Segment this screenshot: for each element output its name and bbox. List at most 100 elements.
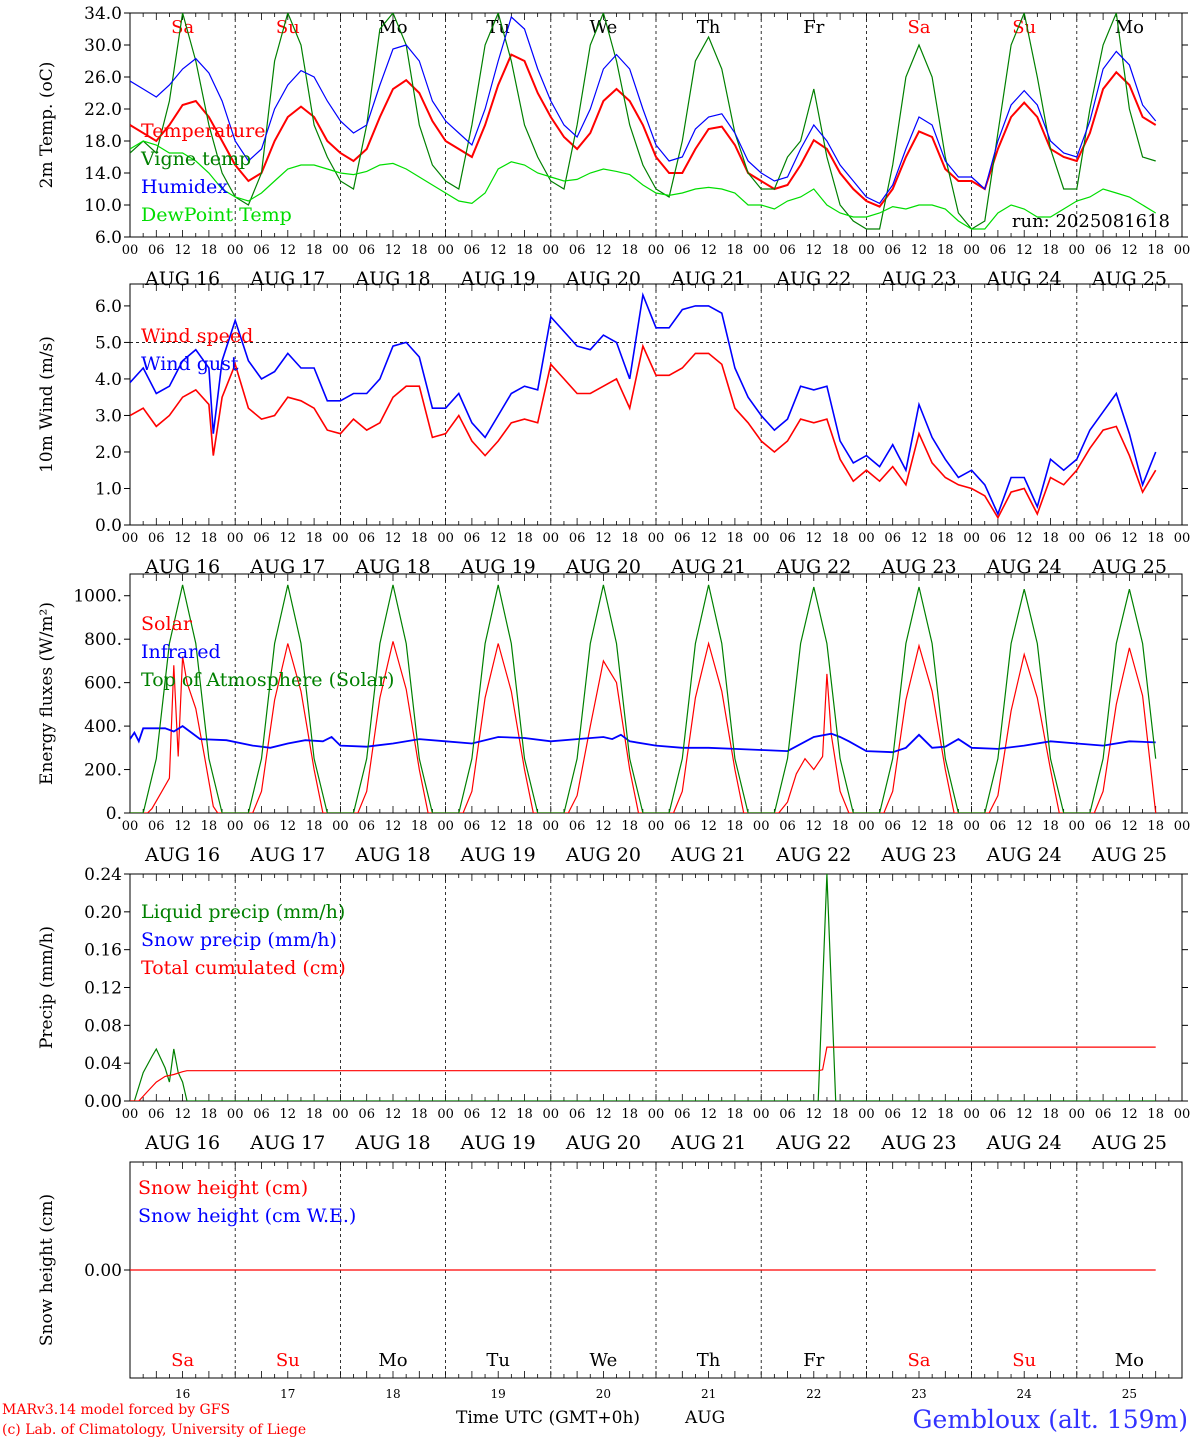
hour-tick-label: 00 bbox=[1069, 819, 1086, 834]
hour-tick-label: 12 bbox=[280, 531, 297, 546]
y-tick-label: 3.0 bbox=[95, 406, 122, 426]
y-tick-label: 0. bbox=[106, 804, 122, 824]
hour-tick-label: 00 bbox=[648, 1107, 665, 1122]
hour-tick-label: 12 bbox=[490, 531, 507, 546]
legend-entry: Humidex bbox=[141, 176, 228, 198]
hour-tick-label: 00 bbox=[122, 1107, 139, 1122]
hour-tick-label: 18 bbox=[621, 819, 638, 834]
hour-tick-label: 00 bbox=[437, 243, 454, 258]
hour-tick-label: 12 bbox=[1016, 1107, 1033, 1122]
hour-tick-label: 06 bbox=[569, 531, 586, 546]
y-axis-label: 2m Temp. (oC) bbox=[37, 62, 57, 189]
hour-tick-label: 00 bbox=[332, 1107, 349, 1122]
date-label: AUG 17 bbox=[249, 556, 325, 578]
hour-tick-label: 00 bbox=[227, 1107, 244, 1122]
hour-tick-label: 12 bbox=[700, 1107, 717, 1122]
weekday-label: Mo bbox=[1115, 1350, 1144, 1371]
date-label: AUG 22 bbox=[775, 844, 851, 866]
hour-tick-label: 18 bbox=[411, 1107, 428, 1122]
date-label: AUG 24 bbox=[986, 844, 1062, 866]
weekday-label: Su bbox=[276, 1350, 300, 1371]
hour-tick-label: 06 bbox=[674, 1107, 691, 1122]
date-label: AUG 22 bbox=[775, 556, 851, 578]
hour-tick-label: 18 bbox=[306, 531, 323, 546]
hour-tick-label: 00 bbox=[753, 1107, 770, 1122]
hour-tick-label: 18 bbox=[727, 1107, 744, 1122]
hour-tick-label: 00 bbox=[543, 531, 560, 546]
hour-tick-label: 06 bbox=[253, 531, 270, 546]
hour-tick-label: 06 bbox=[148, 531, 165, 546]
hour-tick-label: 00 bbox=[1174, 531, 1191, 546]
hour-tick-label: 06 bbox=[779, 1107, 796, 1122]
date-label: AUG 19 bbox=[460, 1132, 536, 1154]
hour-tick-label: 18 bbox=[201, 819, 218, 834]
weekday-label: Th bbox=[697, 17, 721, 38]
weekday-label: Sa bbox=[907, 1350, 930, 1371]
hour-tick-label: 12 bbox=[174, 819, 191, 834]
y-tick-label: 0.20 bbox=[84, 903, 122, 923]
hour-tick-label: 06 bbox=[674, 819, 691, 834]
hour-tick-label: 06 bbox=[884, 531, 901, 546]
hour-tick-label: 18 bbox=[201, 1107, 218, 1122]
series-line-solar bbox=[130, 641, 1157, 813]
hour-tick-label: 06 bbox=[464, 243, 481, 258]
hour-tick-label: 06 bbox=[464, 531, 481, 546]
hour-tick-label: 06 bbox=[1095, 531, 1112, 546]
y-tick-label: 0.00 bbox=[84, 1092, 122, 1112]
hour-tick-label: 06 bbox=[779, 243, 796, 258]
hour-tick-label: 00 bbox=[858, 819, 875, 834]
hour-tick-label: 00 bbox=[227, 243, 244, 258]
hour-tick-label: 18 bbox=[306, 243, 323, 258]
date-label: AUG 19 bbox=[460, 844, 536, 866]
hour-tick-label: 18 bbox=[1042, 819, 1059, 834]
legend-entry: Vigne temp bbox=[140, 148, 251, 170]
date-label: AUG 24 bbox=[986, 1132, 1062, 1154]
series-line-liquid-precip-mm-h- bbox=[130, 874, 1156, 1101]
hour-tick-label: 00 bbox=[122, 819, 139, 834]
day-number-label: 23 bbox=[911, 1387, 926, 1401]
date-label: AUG 23 bbox=[880, 844, 956, 866]
panel-precip: 0.00 0.04 0.08 0.12 0.16 0.20 0.24 Precip (mm/h… bbox=[37, 865, 1190, 1154]
y-tick-label: 0.12 bbox=[84, 979, 122, 999]
run-annotation: run: 2025081618 bbox=[1012, 211, 1170, 232]
y-tick-label: 6.0 bbox=[95, 297, 122, 317]
hour-tick-label: 00 bbox=[858, 531, 875, 546]
hour-tick-label: 12 bbox=[595, 819, 612, 834]
date-label: AUG 21 bbox=[670, 844, 746, 866]
hour-tick-label: 18 bbox=[1042, 1107, 1059, 1122]
day-number-label: 25 bbox=[1122, 1387, 1137, 1401]
y-tick-label: 1000. bbox=[73, 587, 122, 607]
hour-tick-label: 18 bbox=[516, 243, 533, 258]
hour-tick-label: 06 bbox=[569, 243, 586, 258]
hour-tick-label: 18 bbox=[1042, 531, 1059, 546]
hour-tick-label: 18 bbox=[621, 243, 638, 258]
date-label: AUG 20 bbox=[565, 844, 641, 866]
y-tick-label: 0.0 bbox=[95, 516, 122, 536]
hour-tick-label: 00 bbox=[1069, 531, 1086, 546]
hour-tick-label: 18 bbox=[832, 1107, 849, 1122]
day-number-label: 20 bbox=[596, 1387, 611, 1401]
hour-tick-label: 06 bbox=[674, 531, 691, 546]
series-line-dewpoint-temp bbox=[130, 140, 1157, 230]
day-number-label: 19 bbox=[491, 1387, 506, 1401]
hour-tick-label: 12 bbox=[911, 531, 928, 546]
date-label: AUG 21 bbox=[670, 1132, 746, 1154]
hour-tick-label: 00 bbox=[963, 243, 980, 258]
hour-tick-label: 18 bbox=[727, 243, 744, 258]
date-label: AUG 18 bbox=[354, 556, 430, 578]
hour-tick-label: 06 bbox=[358, 819, 375, 834]
y-tick-label: 5.0 bbox=[95, 333, 122, 353]
date-label: AUG 19 bbox=[460, 556, 536, 578]
y-tick-label: 0.04 bbox=[84, 1054, 122, 1074]
hour-tick-label: 00 bbox=[858, 1107, 875, 1122]
hour-tick-label: 12 bbox=[700, 243, 717, 258]
hour-tick-label: 06 bbox=[464, 819, 481, 834]
hour-tick-label: 00 bbox=[332, 531, 349, 546]
hour-tick-label: 18 bbox=[937, 243, 954, 258]
hour-tick-label: 06 bbox=[990, 531, 1007, 546]
day-number-label: 22 bbox=[806, 1387, 821, 1401]
hour-tick-label: 18 bbox=[1147, 243, 1164, 258]
hour-tick-label: 12 bbox=[700, 531, 717, 546]
series-line-top-of-atmosphere-solar- bbox=[130, 584, 1157, 813]
hour-tick-label: 00 bbox=[963, 1107, 980, 1122]
